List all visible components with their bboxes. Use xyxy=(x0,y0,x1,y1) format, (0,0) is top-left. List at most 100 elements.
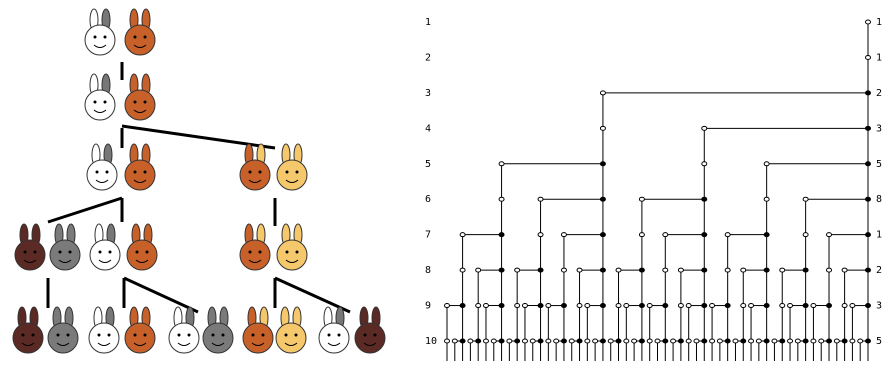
head xyxy=(355,323,385,353)
fibonacci-rabbits: 123456789101123581235 xyxy=(0,0,883,366)
mature-pair xyxy=(499,339,504,343)
young-pair xyxy=(468,339,473,343)
young-pair xyxy=(749,304,754,308)
young-pair xyxy=(577,304,582,308)
eye xyxy=(222,334,225,337)
row-number: 4 xyxy=(425,123,431,134)
mature-pair xyxy=(515,339,520,343)
mature-pair xyxy=(725,339,730,343)
young-pair xyxy=(749,339,754,343)
mature-pair xyxy=(499,268,504,272)
young-pair xyxy=(764,162,769,166)
young-pair xyxy=(850,339,855,343)
rabbit xyxy=(89,307,119,353)
mature-pair xyxy=(866,91,871,95)
row-total: 2 xyxy=(876,265,882,276)
young-pair xyxy=(476,268,481,272)
mature-pair xyxy=(866,197,871,201)
mature-pair xyxy=(803,339,808,343)
row-total: 5 xyxy=(876,159,882,170)
row-total: 3 xyxy=(876,301,882,312)
young-pair xyxy=(452,339,457,343)
rabbit xyxy=(355,307,385,353)
young-pair xyxy=(476,304,481,308)
mature-pair xyxy=(866,304,871,308)
mature-pair xyxy=(803,304,808,308)
head xyxy=(203,323,233,353)
row-number: 9 xyxy=(425,301,431,312)
rabbit xyxy=(319,307,349,353)
mature-pair xyxy=(577,339,582,343)
head xyxy=(87,160,117,190)
eye xyxy=(259,251,262,254)
head xyxy=(127,240,157,270)
young-pair xyxy=(445,304,450,308)
young-pair xyxy=(702,126,707,130)
young-pair xyxy=(788,304,793,308)
young-pair xyxy=(795,339,800,343)
young-pair xyxy=(827,268,832,272)
eye xyxy=(106,171,109,174)
rabbit xyxy=(85,9,115,55)
mature-pair xyxy=(600,233,605,237)
rabbit xyxy=(203,307,233,353)
young-pair xyxy=(507,339,512,343)
mature-pair xyxy=(663,304,668,308)
eye xyxy=(374,334,377,337)
mature-pair xyxy=(639,268,644,272)
rabbit xyxy=(90,224,120,270)
head xyxy=(125,90,155,120)
young-pair xyxy=(772,339,777,343)
young-pair xyxy=(780,268,785,272)
mature-pair xyxy=(639,304,644,308)
head xyxy=(240,160,270,190)
young-pair xyxy=(717,339,722,343)
eye xyxy=(259,171,262,174)
row-number: 5 xyxy=(425,159,431,170)
rabbit xyxy=(13,307,43,353)
mature-pair xyxy=(538,339,543,343)
mature-pair xyxy=(702,268,707,272)
young-pair xyxy=(710,339,715,343)
eye xyxy=(285,334,288,337)
rabbit xyxy=(125,9,155,55)
mature-pair xyxy=(600,162,605,166)
mature-pair xyxy=(764,339,769,343)
eye xyxy=(146,251,149,254)
young-pair xyxy=(624,304,629,308)
young-pair xyxy=(694,339,699,343)
young-pair xyxy=(499,162,504,166)
rabbit xyxy=(125,307,155,353)
eye xyxy=(338,334,341,337)
head xyxy=(15,240,45,270)
rabbit xyxy=(125,74,155,120)
young-pair xyxy=(803,197,808,201)
row-number: 2 xyxy=(425,52,431,63)
mature-pair xyxy=(866,126,871,130)
young-pair xyxy=(671,339,676,343)
eye xyxy=(188,334,191,337)
rabbit xyxy=(87,144,117,190)
young-pair xyxy=(647,304,652,308)
head xyxy=(276,323,306,353)
young-pair xyxy=(741,304,746,308)
eye xyxy=(22,334,25,337)
young-pair xyxy=(616,268,621,272)
eye xyxy=(286,251,289,254)
young-pair xyxy=(561,233,566,237)
young-pair xyxy=(460,268,465,272)
mature-pair xyxy=(764,233,769,237)
mature-pair xyxy=(600,268,605,272)
eye xyxy=(249,171,252,174)
mature-pair xyxy=(600,304,605,308)
mature-pair xyxy=(827,304,832,308)
mature-pair xyxy=(678,339,683,343)
eye xyxy=(69,251,72,254)
mature-pair xyxy=(616,339,621,343)
rabbit xyxy=(125,144,155,190)
head xyxy=(90,240,120,270)
young-pair xyxy=(678,304,683,308)
young-pair xyxy=(850,304,855,308)
young-pair xyxy=(585,304,590,308)
mature-pair xyxy=(842,339,847,343)
